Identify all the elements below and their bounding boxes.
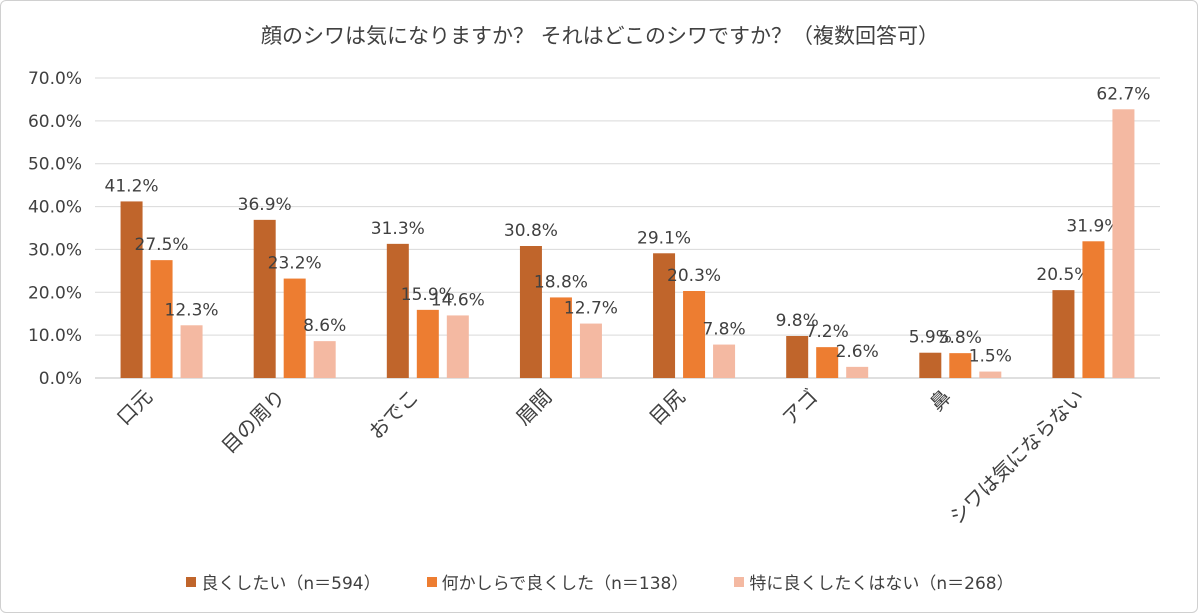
data-label: 62.7% [1096, 84, 1150, 104]
x-tick-label: アゴ [777, 385, 822, 430]
data-label: 20.3% [667, 266, 721, 286]
data-label: 41.2% [105, 176, 159, 196]
legend-label-series-2: 何かしらで良くした（n＝138） [441, 574, 689, 594]
y-tick-label: 70.0% [28, 69, 82, 89]
bar-series-2 [549, 297, 572, 378]
data-label: 29.1% [637, 228, 691, 248]
data-label: 7.2% [806, 322, 849, 342]
y-tick-label: 20.0% [28, 283, 82, 303]
x-tick-label: 目の周り [217, 385, 291, 459]
bar-series-3 [579, 323, 602, 378]
data-label: 5.8% [939, 328, 982, 348]
x-tick-label: 鼻 [925, 385, 956, 416]
data-label: 14.6% [431, 290, 485, 310]
data-label: 15.9% [401, 285, 455, 305]
data-label: 1.5% [969, 347, 1012, 367]
bar-series-1 [519, 246, 542, 378]
data-label: 30.8% [504, 221, 558, 241]
data-label: 8.6% [303, 316, 346, 336]
chart-title: 顔のシワは気になりますか？ それはどこのシワですか？（複数回答可） [260, 24, 940, 48]
legend-item-series-3: 特に良くしたくはない（n＝268） [734, 569, 1014, 594]
legend: 良くしたい（n＝594） 何かしらで良くした（n＝138） 特に良くしたくはない… [0, 569, 1200, 594]
data-label: 12.3% [165, 300, 219, 320]
x-tick-label: 目尻 [644, 385, 689, 430]
bar-series-1 [919, 352, 942, 378]
data-label: 9.8% [776, 311, 819, 331]
bar-series-2 [150, 260, 173, 378]
data-label: 31.9% [1066, 216, 1120, 236]
bar-series-3 [1112, 109, 1135, 379]
legend-label-series-3: 特に良くしたくはない（n＝268） [749, 574, 1014, 594]
bar-series-3 [846, 366, 869, 378]
data-label: 20.5% [1036, 265, 1090, 285]
bar-series-2 [283, 278, 306, 378]
bar-series-3 [313, 341, 336, 378]
y-tick-label: 40.0% [28, 198, 82, 218]
data-label: 12.7% [564, 299, 618, 319]
bar-series-1 [253, 219, 276, 378]
bar-series-3 [446, 315, 469, 378]
bar-series-1 [786, 336, 809, 378]
bar-series-3 [180, 325, 203, 378]
data-label: 18.8% [534, 272, 588, 292]
y-tick-label: 50.0% [28, 155, 82, 175]
data-label: 2.6% [836, 342, 879, 362]
legend-item-series-2: 何かしらで良くした（n＝138） [426, 569, 689, 594]
legend-swatch-series-2 [426, 576, 437, 587]
legend-item-series-1: 良くしたい（n＝594） [186, 569, 381, 594]
data-label: 36.9% [238, 195, 292, 215]
legend-swatch-series-1 [186, 576, 197, 587]
data-label: 27.5% [135, 235, 189, 255]
x-tick-label: シワは気にならない [945, 385, 1089, 529]
bar-series-1 [1052, 290, 1075, 378]
bar-series-3 [979, 371, 1002, 378]
data-label: 5.9% [909, 328, 952, 348]
bar-series-1 [120, 201, 143, 378]
bar-series-2 [683, 291, 706, 378]
data-label: 31.3% [371, 219, 425, 239]
y-tick-label: 0.0% [39, 369, 82, 389]
legend-label-series-1: 良くしたい（n＝594） [201, 574, 381, 594]
bar-series-3 [713, 344, 736, 378]
x-tick-label: 口元 [112, 385, 157, 430]
bar-series-1 [653, 253, 676, 378]
bar-series-2 [416, 309, 439, 378]
y-tick-label: 30.0% [28, 240, 82, 260]
y-tick-label: 10.0% [28, 326, 82, 346]
bar-series-1 [386, 243, 409, 378]
bar-series-2 [949, 353, 972, 378]
data-label: 23.2% [268, 254, 322, 274]
x-tick-label: 眉間 [511, 385, 556, 430]
bar-series-2 [1082, 241, 1105, 378]
x-tick-label: おでこ [364, 385, 423, 444]
legend-swatch-series-3 [734, 576, 745, 587]
bar-series-2 [816, 347, 839, 378]
data-label: 7.8% [702, 320, 745, 340]
y-tick-label: 60.0% [28, 112, 82, 132]
